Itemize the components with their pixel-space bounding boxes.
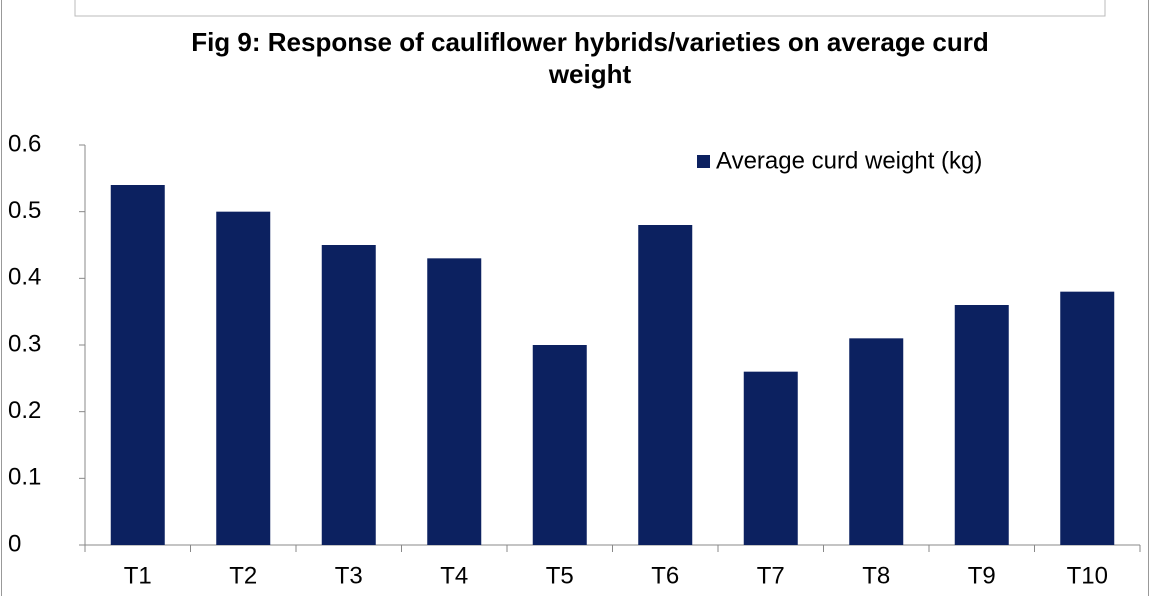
y-tick-label: 0.3 xyxy=(8,330,41,357)
bar xyxy=(849,338,904,545)
bar xyxy=(743,371,798,545)
legend-label: Average curd weight (kg) xyxy=(716,147,982,174)
chart-title: Fig 9: Response of cauliflower hybrids/v… xyxy=(191,27,989,89)
y-tick-label: 0.4 xyxy=(8,264,41,291)
bar xyxy=(216,211,271,545)
bar xyxy=(321,245,376,545)
x-tick-label: T4 xyxy=(440,562,468,589)
y-tick-label: 0.5 xyxy=(8,197,41,224)
bar xyxy=(427,258,482,545)
legend-swatch xyxy=(697,155,710,168)
x-tick-label: T2 xyxy=(229,562,257,589)
y-tick-label: 0 xyxy=(8,530,21,557)
x-tick-label: T1 xyxy=(124,562,152,589)
x-tick-label: T8 xyxy=(862,562,890,589)
x-tick-label: T9 xyxy=(968,562,996,589)
x-tick-label: T6 xyxy=(651,562,679,589)
x-tick-label: T5 xyxy=(546,562,574,589)
bar xyxy=(110,185,165,545)
y-tick-label: 0.6 xyxy=(8,130,41,157)
y-tick-label: 0.1 xyxy=(8,464,41,491)
bar xyxy=(954,305,1009,545)
title-box xyxy=(74,0,1106,17)
x-tick-label: T3 xyxy=(335,562,363,589)
bar xyxy=(532,345,587,545)
bar xyxy=(638,225,693,545)
y-tick-label: 0.2 xyxy=(8,397,41,424)
bar xyxy=(1060,291,1115,545)
x-tick-label: T10 xyxy=(1067,562,1108,589)
x-tick-label: T7 xyxy=(757,562,785,589)
